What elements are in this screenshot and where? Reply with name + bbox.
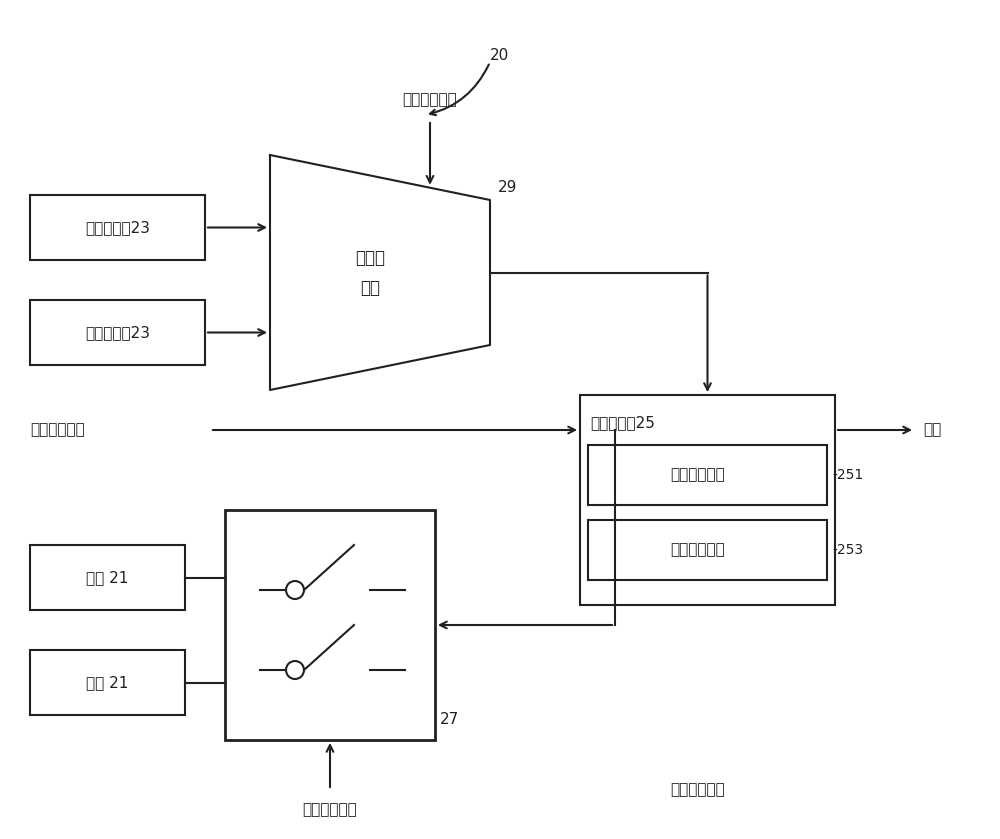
Bar xyxy=(30,545,185,610)
Text: 光源 21: 光源 21 xyxy=(86,675,129,690)
Text: 信号选: 信号选 xyxy=(355,248,385,267)
Polygon shape xyxy=(270,155,490,390)
Text: 距离计算单元: 距离计算单元 xyxy=(670,783,725,798)
Text: 光源选通信号: 光源选通信号 xyxy=(303,802,357,817)
Text: 光源控制信号: 光源控制信号 xyxy=(30,423,85,437)
Text: -251: -251 xyxy=(832,468,863,482)
Bar xyxy=(30,300,205,365)
Text: 择器: 择器 xyxy=(360,279,380,296)
Bar xyxy=(588,520,827,580)
Text: 光源 21: 光源 21 xyxy=(86,570,129,585)
Bar xyxy=(30,195,205,260)
Text: 29: 29 xyxy=(498,180,517,195)
Bar xyxy=(225,510,435,740)
Text: 27: 27 xyxy=(440,712,459,727)
Bar xyxy=(30,650,185,715)
Text: 光电探测器23: 光电探测器23 xyxy=(85,220,150,235)
Text: 测距处理器25: 测距处理器25 xyxy=(590,415,655,430)
Text: 20: 20 xyxy=(490,48,509,62)
Text: -253: -253 xyxy=(832,543,863,557)
Text: 时差计算单元: 时差计算单元 xyxy=(670,467,725,482)
Text: 距离: 距离 xyxy=(923,423,941,437)
Text: 探测选通信号: 探测选通信号 xyxy=(403,92,457,107)
Bar xyxy=(580,395,835,605)
Text: 光电探测器23: 光电探测器23 xyxy=(85,325,150,340)
Text: 距离计算单元: 距离计算单元 xyxy=(670,543,725,557)
Bar xyxy=(588,445,827,505)
